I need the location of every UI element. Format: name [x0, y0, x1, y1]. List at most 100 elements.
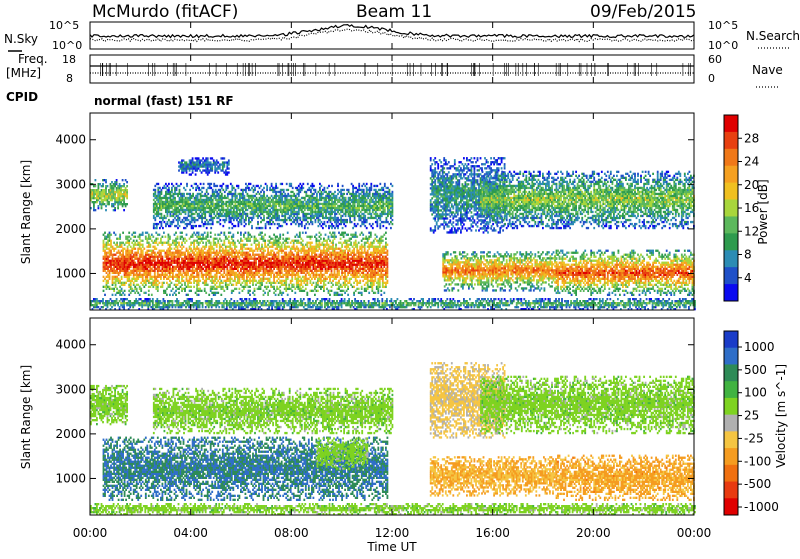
echo-cell: [116, 179, 118, 181]
echo-cell: [359, 274, 361, 276]
echo-cell: [130, 246, 132, 248]
echo-cell: [110, 234, 112, 236]
echo-cell: [172, 262, 174, 264]
echo-cell: [337, 284, 339, 286]
echo-cell: [316, 272, 318, 274]
echo-cell: [252, 282, 254, 284]
echo-cell: [213, 286, 215, 288]
echo-cell: [169, 280, 171, 282]
echo-cell: [269, 209, 271, 211]
echo-cell: [219, 284, 221, 286]
echo-cell: [275, 254, 277, 256]
echo-cell: [187, 260, 189, 262]
echo-cell: [190, 278, 192, 280]
echo-cell: [263, 195, 265, 197]
echo-cell: [230, 219, 232, 221]
echo-cell: [285, 290, 287, 292]
echo-cell: [140, 290, 142, 292]
echo-cell: [293, 262, 295, 264]
echo-cell: [210, 242, 212, 244]
echo-cell: [157, 201, 159, 203]
echo-cell: [127, 260, 129, 262]
echo-cell: [204, 232, 206, 234]
echo-cell: [187, 282, 189, 284]
echo-cell: [287, 276, 289, 278]
echo-cell: [273, 278, 275, 280]
echo-cell: [278, 294, 280, 296]
echo-cell: [192, 227, 194, 229]
echo-cell: [201, 248, 203, 250]
echo-cell: [303, 282, 305, 284]
echo-cell: [344, 286, 346, 288]
echo-cell: [332, 280, 334, 282]
echo-cell: [373, 254, 375, 256]
echo-cell: [161, 189, 163, 191]
echo-cell: [217, 252, 219, 254]
echo-cell: [240, 234, 242, 236]
echo-cell: [142, 284, 144, 286]
echo-cell: [248, 254, 250, 256]
echo-cell: [146, 268, 148, 270]
echo-cell: [213, 217, 215, 219]
echo-cell: [380, 242, 382, 244]
echo-cell: [334, 234, 336, 236]
echo-cell: [374, 270, 376, 272]
echo-cell: [104, 232, 106, 234]
echo-cell: [367, 252, 369, 254]
echo-cell: [186, 217, 188, 219]
echo-cell: [161, 193, 163, 195]
echo-cell: [199, 280, 201, 282]
echo-cell: [216, 274, 218, 276]
echo-cell: [370, 234, 372, 236]
echo-cell: [194, 213, 196, 215]
echo-cell: [383, 282, 385, 284]
echo-cell: [227, 197, 229, 199]
echo-cell: [217, 240, 219, 242]
echo-cell: [157, 209, 159, 211]
echo-cell: [245, 217, 247, 219]
echo-cell: [248, 276, 250, 278]
echo-cell: [293, 268, 295, 270]
echo-cell: [344, 274, 346, 276]
echo-cell: [290, 282, 292, 284]
echo-cell: [157, 266, 159, 268]
echo-cell: [167, 221, 169, 223]
echo-cell: [178, 276, 180, 278]
echo-cell: [208, 260, 210, 262]
echo-cell: [266, 246, 268, 248]
echo-cell: [196, 270, 198, 272]
echo-cell: [226, 258, 228, 260]
echo-cell: [107, 282, 109, 284]
echo-cell: [193, 244, 195, 246]
echo-cell: [168, 242, 170, 244]
echo-cell: [157, 272, 159, 274]
freq-tick-low: 8: [66, 72, 73, 85]
echo-cell: [272, 246, 274, 248]
echo-cell: [232, 256, 234, 258]
noise-tick-left-high: 10^5: [49, 19, 79, 32]
echo-cell: [134, 232, 136, 234]
echo-cell: [130, 238, 132, 240]
echo-cell: [123, 201, 125, 203]
echo-cell: [251, 219, 253, 221]
echo-cell: [261, 260, 263, 262]
echo-cell: [335, 246, 337, 248]
echo-cell: [236, 246, 238, 248]
echo-cell: [368, 232, 370, 234]
echo-cell: [212, 199, 214, 201]
echo-cell: [134, 248, 136, 250]
echo-cell: [296, 234, 298, 236]
echo-cell: [98, 183, 100, 185]
echo-cell: [194, 205, 196, 207]
echo-cell: [222, 183, 224, 185]
echo-cell: [377, 272, 379, 274]
echo-cell: [269, 221, 271, 223]
echo-cell: [361, 286, 363, 288]
echo-cell: [127, 268, 129, 270]
echo-cell: [105, 205, 107, 207]
echo-cell: [353, 264, 355, 266]
echo-cell: [264, 292, 266, 294]
echo-cell: [101, 207, 103, 209]
echo-cell: [248, 197, 250, 199]
echo-cell: [387, 276, 389, 278]
